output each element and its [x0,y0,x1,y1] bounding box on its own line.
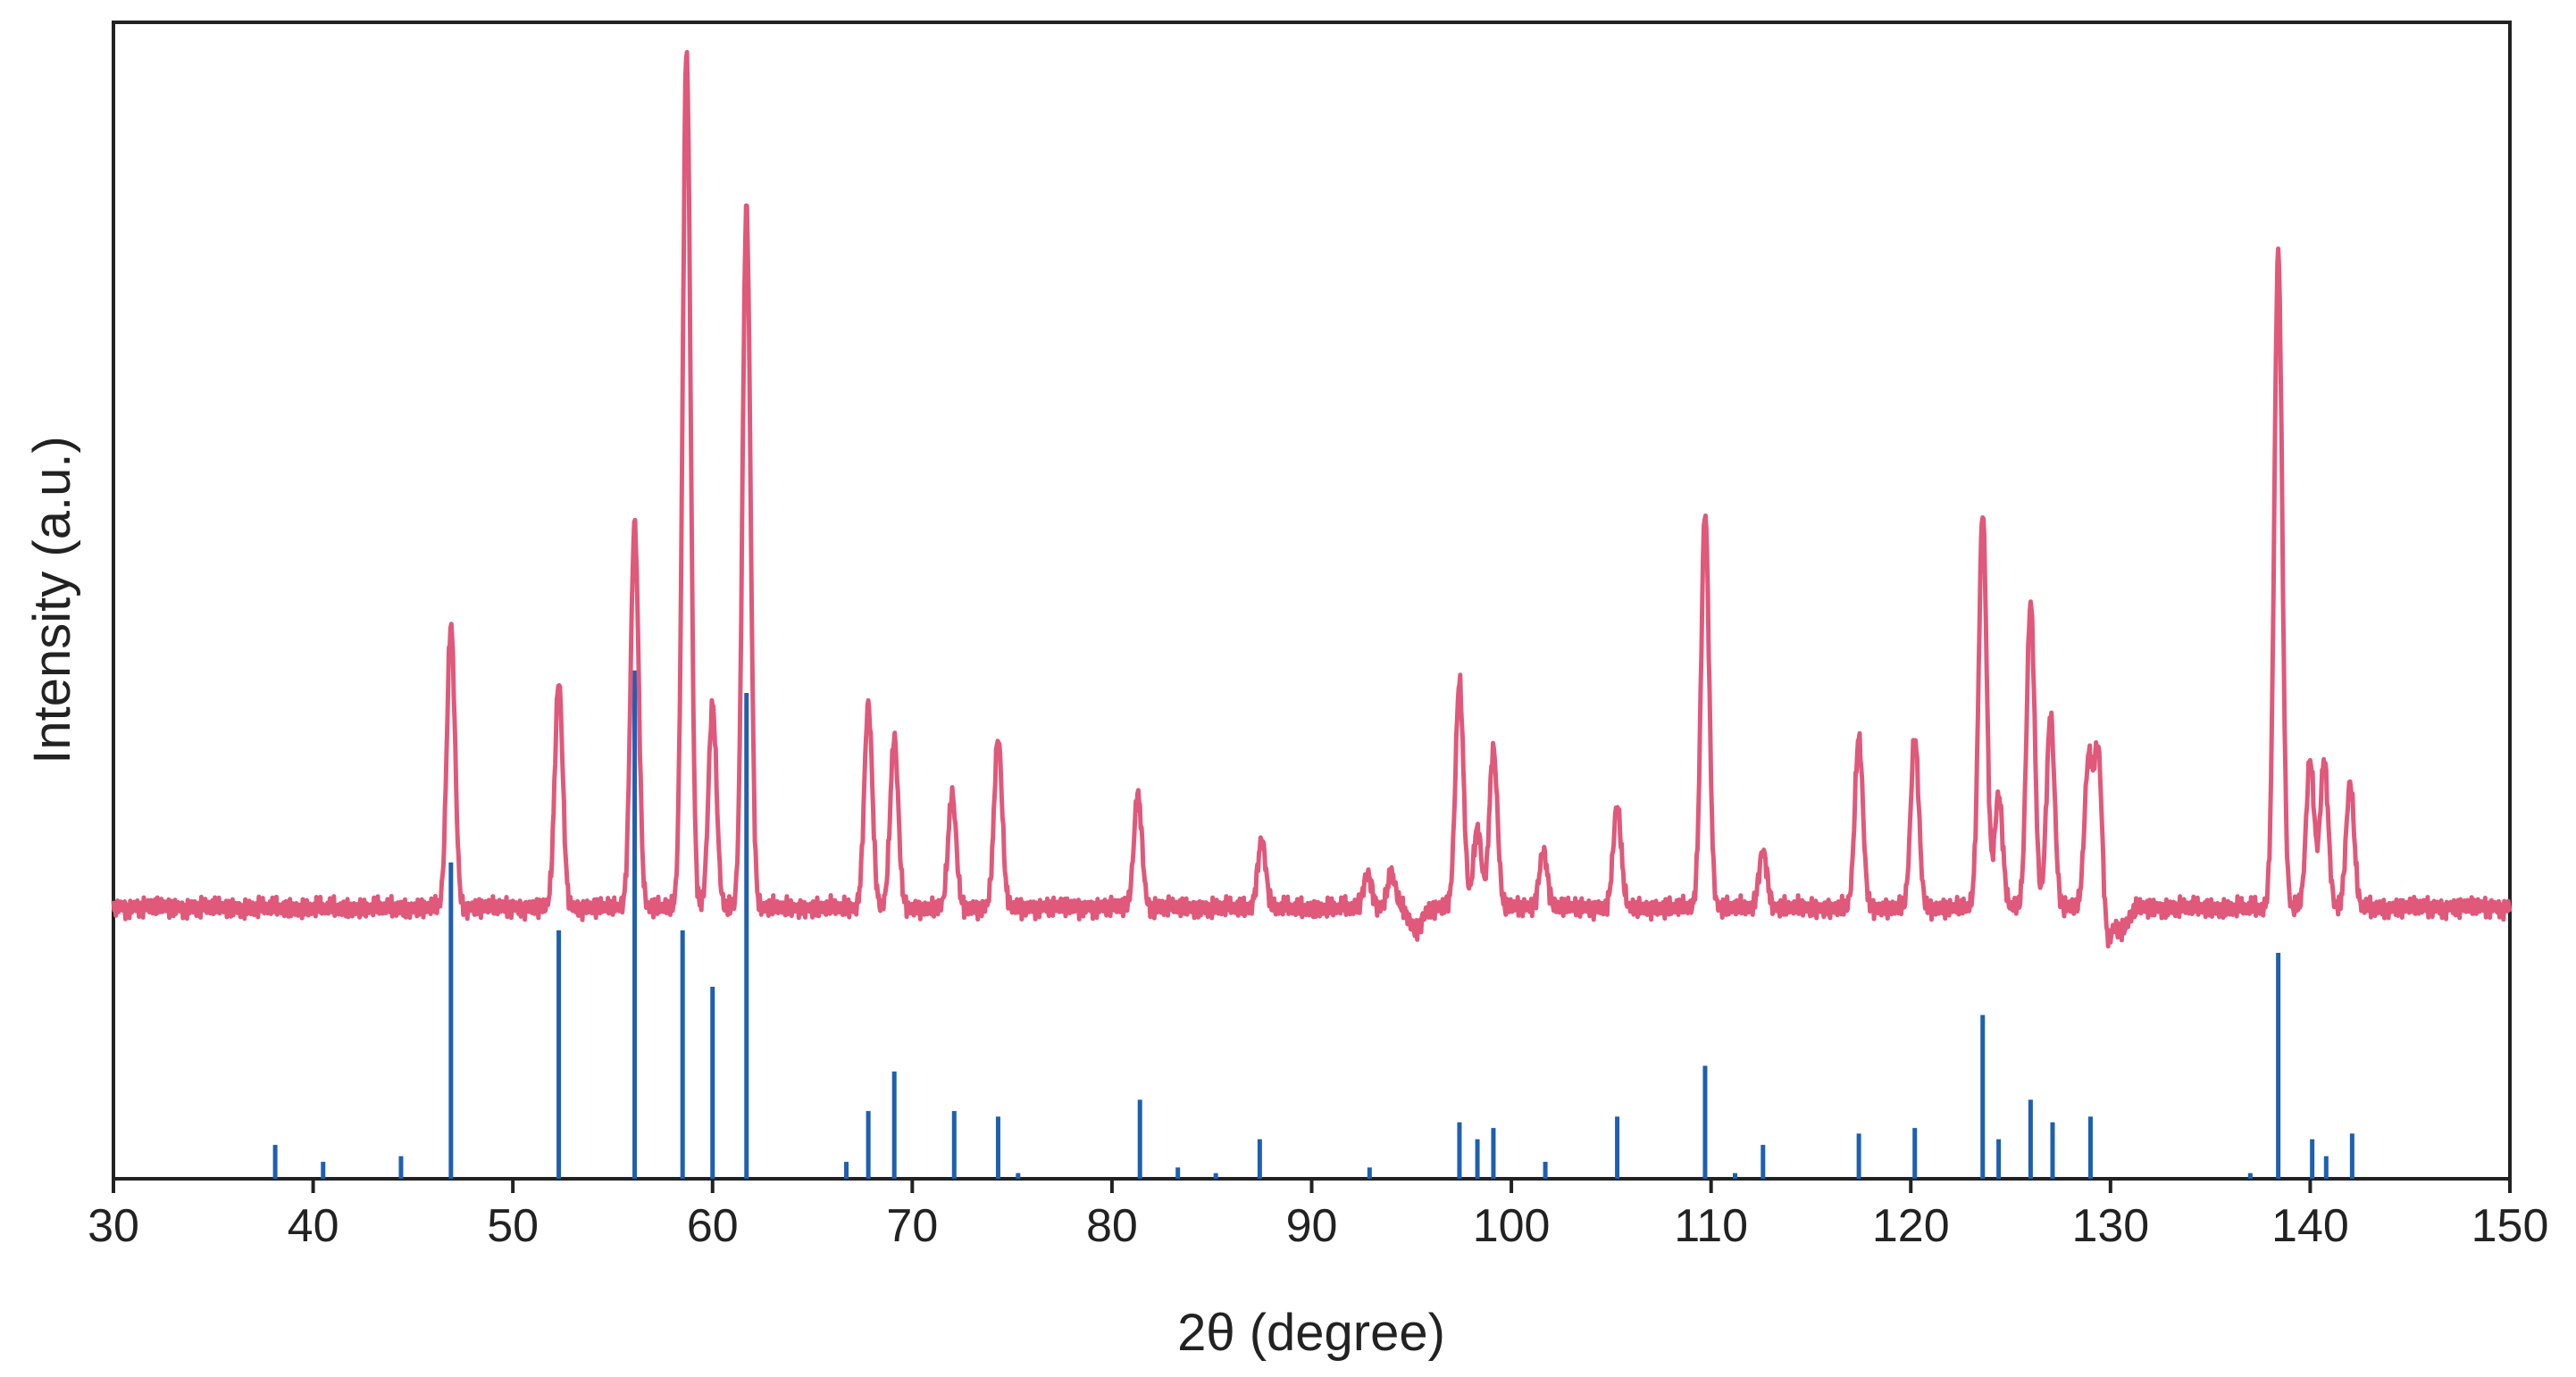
y-axis-title: Intensity (a.u.) [23,436,81,764]
x-tick-label: 30 [88,1200,139,1252]
x-tick-label: 110 [1674,1200,1748,1252]
x-tick-label: 150 [2471,1200,2549,1252]
x-tick-label: 50 [487,1200,539,1252]
x-tick-label: 90 [1286,1200,1338,1252]
x-tick-label: 120 [1872,1200,1950,1252]
x-tick-label: 130 [2071,1200,2149,1252]
x-tick-label: 40 [288,1200,339,1252]
plot-frame [112,21,2512,1181]
x-tick-label: 60 [687,1200,739,1252]
reference-lines [272,670,2354,1179]
x-tick-label: 80 [1086,1200,1138,1252]
x-tick-label: 140 [2271,1200,2349,1252]
x-axis-title: 2θ (degree) [1177,1304,1445,1362]
x-tick-label: 70 [886,1200,938,1252]
x-axis-tick-labels: 30 40 50 60 70 80 90 100 110 120 130 140 150 [88,1200,2548,1252]
x-axis-ticks [112,1179,2512,1193]
x-tick-label: 100 [1473,1200,1551,1252]
xrd-pattern-line [111,49,2513,949]
